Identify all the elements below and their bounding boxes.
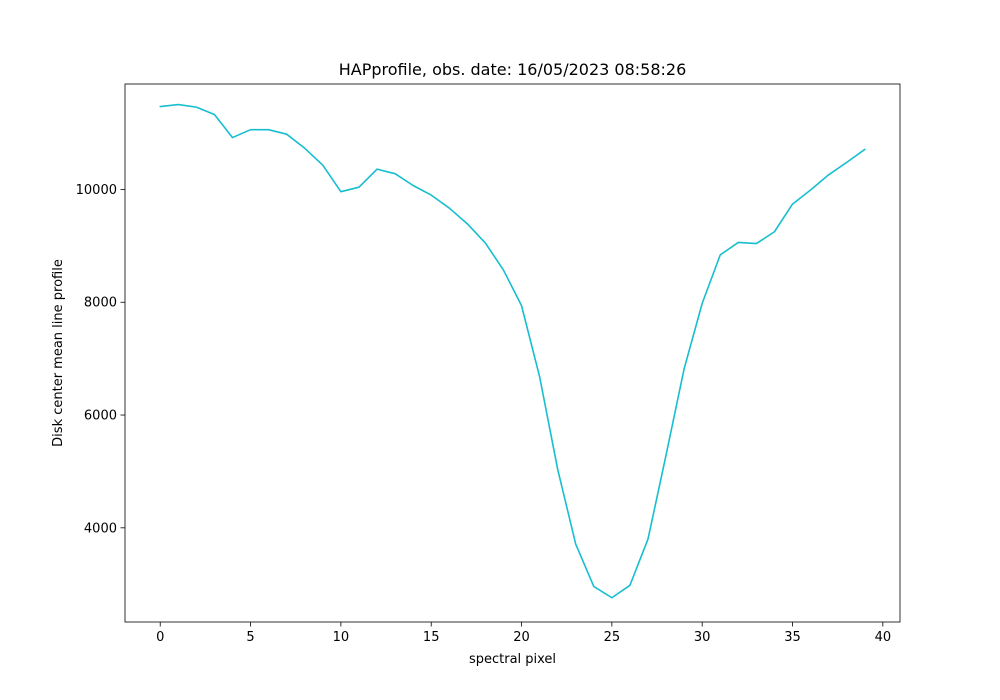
- plot-frame: [124, 83, 901, 623]
- x-tick-label: 10: [333, 630, 350, 645]
- x-tick-label: 35: [784, 630, 801, 645]
- y-tick-label: 8000: [84, 296, 117, 311]
- chart-title: HAPprofile, obs. date: 16/05/2023 08:58:…: [339, 60, 687, 79]
- series-layer: [159, 103, 866, 599]
- y-axis: 4000 6000 8000 10000: [76, 183, 125, 536]
- y-axis-label: Disk center mean line profile: [51, 259, 66, 447]
- x-tick-label: 20: [513, 630, 530, 645]
- x-axis: 0 5 10 15 20 25 30 35 40: [156, 622, 891, 645]
- x-tick-label: 25: [604, 630, 621, 645]
- x-tick-label: 0: [156, 630, 164, 645]
- x-tick-label: 40: [875, 630, 892, 645]
- y-tick-label: 6000: [84, 409, 117, 424]
- x-tick-label: 30: [694, 630, 711, 645]
- x-axis-label: spectral pixel: [469, 652, 556, 667]
- series-line: [159, 103, 866, 599]
- x-tick-label: 5: [246, 630, 254, 645]
- y-tick-label: 4000: [84, 521, 117, 536]
- y-tick-label: 10000: [76, 183, 117, 198]
- x-tick-label: 15: [423, 630, 440, 645]
